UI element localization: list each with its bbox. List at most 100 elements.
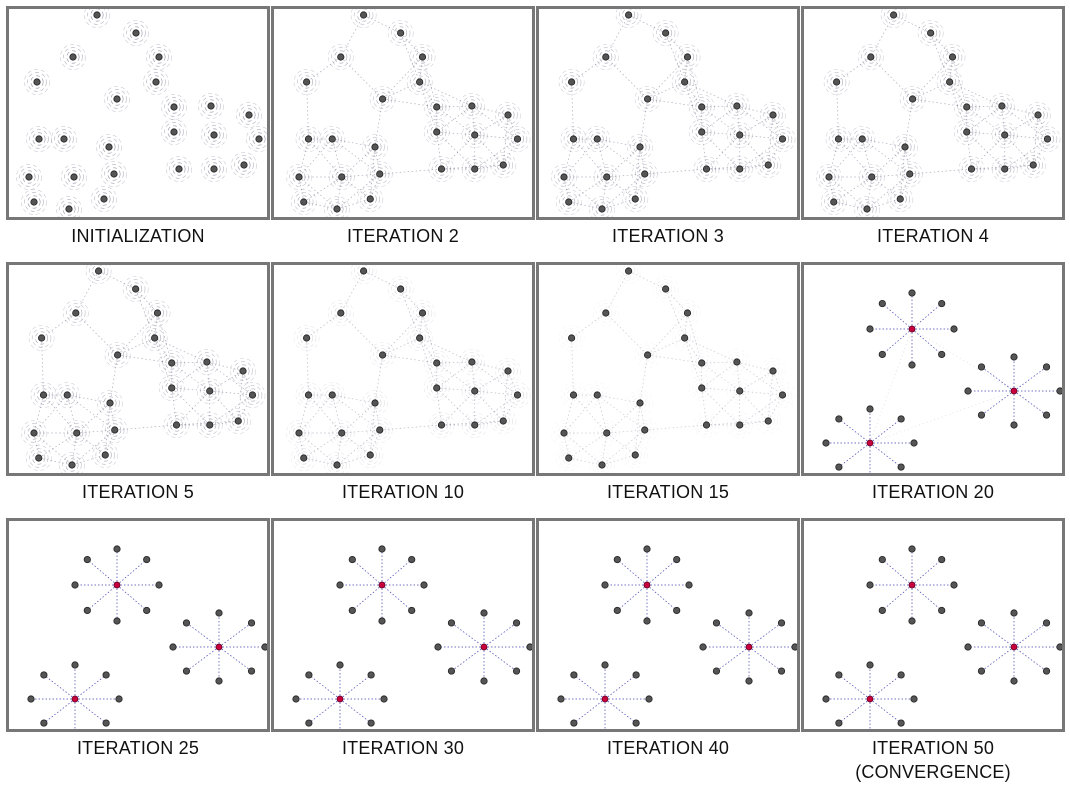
mesh-link (419, 337, 438, 364)
ripple-arc (730, 99, 744, 113)
mesh-link (471, 105, 518, 140)
mesh-link (436, 387, 475, 426)
node-dot (447, 667, 456, 675)
node-dot (769, 111, 777, 119)
mesh-link (209, 420, 239, 426)
ripple-arc (495, 358, 521, 384)
mesh-link (209, 390, 253, 396)
mesh-link (331, 394, 343, 434)
node-dot (206, 387, 214, 395)
mesh-link (340, 312, 383, 356)
node-dot (182, 619, 191, 627)
mesh-link (739, 420, 769, 426)
mesh-link (634, 429, 646, 456)
node-dot (613, 555, 621, 564)
mesh-link (882, 559, 913, 586)
panel-frame (536, 518, 800, 732)
ripple-arc (327, 300, 354, 326)
ripple-arc (84, 9, 110, 28)
mesh-link (87, 559, 118, 586)
mesh-link (422, 312, 438, 364)
ripple-arc (589, 196, 615, 217)
network-plot (286, 9, 531, 217)
ripple-arc (681, 306, 695, 320)
ripple-arc (92, 442, 119, 468)
node-dot (1043, 135, 1052, 143)
ripple-arc (296, 328, 317, 348)
node-dot (736, 387, 744, 395)
cluster-center (378, 581, 386, 589)
ripple-arc (592, 455, 612, 473)
ripple-arc (555, 445, 582, 471)
ripple-arc (776, 132, 790, 146)
ripple-arc (161, 94, 187, 120)
ripple-arc (104, 164, 124, 184)
ripple-arc (733, 162, 747, 176)
mesh-link (303, 457, 338, 466)
node-dot (328, 135, 336, 143)
ripple-arc (988, 93, 1015, 119)
mesh-link (33, 394, 68, 434)
ripple-arc (766, 364, 780, 378)
ripple-arc (409, 300, 436, 326)
mesh-link (736, 105, 741, 136)
node-dot (376, 170, 384, 178)
mesh-link (363, 14, 401, 34)
node-dot (35, 135, 43, 143)
mesh-link (451, 646, 485, 672)
mesh-link (869, 698, 902, 724)
ripple-arc (960, 100, 974, 114)
ripple-arc (458, 349, 485, 375)
node-dot (333, 461, 341, 469)
ripple-arc (322, 129, 342, 149)
ripple-arc (692, 122, 712, 142)
mesh-link (568, 432, 607, 459)
mesh-link (186, 622, 220, 648)
ripple-arc (51, 126, 77, 152)
ripple-arc (162, 353, 182, 373)
mesh-link (436, 361, 473, 389)
ripple-arc (902, 89, 923, 109)
ripple-arc (565, 331, 579, 345)
node-dot (336, 661, 344, 669)
ripple-arc (412, 303, 433, 323)
mesh-link (117, 337, 155, 356)
node-dot (380, 695, 388, 703)
mesh-link (684, 81, 703, 108)
node-dot (1010, 421, 1018, 429)
ripple-arc (327, 44, 354, 70)
mesh-link (67, 394, 111, 404)
ripple-arc (692, 97, 712, 117)
node-dot (379, 95, 387, 103)
ripple-arc (161, 119, 187, 145)
ripple-arc (365, 137, 385, 157)
ripple-arc (692, 353, 712, 373)
mesh-link (605, 270, 629, 314)
ripple-arc (32, 451, 46, 465)
mesh-link (606, 146, 641, 178)
node-dot (367, 671, 375, 679)
ripple-arc (589, 452, 615, 473)
node-dot (567, 334, 576, 342)
ripple-arc (406, 69, 433, 95)
mesh-link (767, 114, 774, 166)
mesh-link (571, 337, 574, 396)
node-dot (69, 53, 77, 61)
node-dot (1029, 161, 1037, 169)
mesh-link (1001, 105, 1006, 136)
mesh-link (43, 698, 76, 724)
mesh-link (117, 354, 172, 364)
mesh-link (573, 674, 606, 700)
node-dot (151, 334, 159, 342)
ripple-arc (409, 44, 436, 70)
ripple-arc (204, 159, 224, 179)
ripple-arc (357, 265, 371, 278)
node-dot (698, 359, 706, 367)
ripple-arc (231, 152, 257, 178)
node-dot (745, 609, 753, 617)
ripple-arc (625, 189, 645, 209)
node-dot (102, 671, 110, 679)
mesh-link (75, 312, 118, 356)
ripple-arc (63, 47, 83, 67)
ripple-arc (335, 170, 349, 184)
